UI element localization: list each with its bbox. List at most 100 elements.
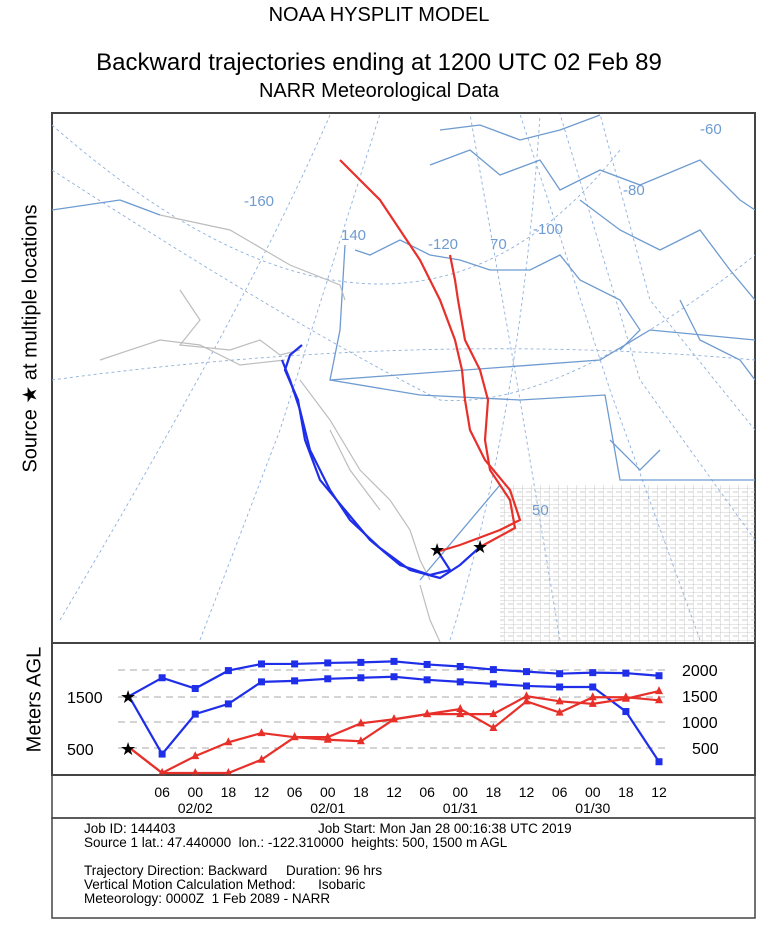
data-point [456, 663, 464, 671]
grid-label: -100 [533, 221, 563, 238]
data-point [589, 669, 597, 677]
data-point [489, 680, 497, 688]
map-trajectory-blue-b [280, 359, 481, 580]
data-point [588, 692, 597, 701]
date-label: 02/02 [178, 800, 213, 816]
chart-title: NOAA HYSPLIT MODEL [268, 4, 490, 26]
x-tick-label: 12 [519, 784, 535, 800]
grid-label: -80 [623, 182, 645, 199]
data-point [655, 672, 663, 680]
source-info: Source 1 lat.: 47.440000 lon.: -122.3100… [84, 835, 508, 850]
data-point [489, 666, 497, 674]
data-point [224, 768, 233, 776]
data-point [158, 750, 166, 758]
data-point [522, 696, 531, 705]
source-star-icon: ★ [120, 687, 136, 707]
meteorology: Meteorology: 0000Z 1 Feb 2089 - NARR [84, 891, 331, 906]
data-point [390, 673, 398, 681]
trajectory-direction: Trajectory Direction: Backward Duration:… [84, 863, 383, 878]
source-star-icon: ★ [472, 537, 488, 557]
x-tick-label: 18 [221, 784, 237, 800]
source-star-icon: ★ [429, 540, 445, 560]
data-point [224, 737, 233, 746]
job-start: Job Start: Mon Jan 28 00:16:38 UTC 2019 [318, 821, 572, 836]
data-point [191, 751, 200, 760]
job-id: Job ID: 144403 [84, 821, 176, 836]
data-point [555, 696, 564, 705]
data-point [357, 674, 365, 682]
alaska-bc-coast [99, 214, 441, 642]
data-point [191, 710, 199, 718]
data-point [556, 683, 564, 691]
data-point [291, 660, 299, 668]
data-point [324, 675, 332, 683]
grid-label: -60 [700, 121, 722, 138]
data-point [356, 736, 365, 745]
x-tick-label: 12 [386, 784, 402, 800]
data-point [191, 685, 199, 693]
x-tick-label: 06 [154, 784, 170, 800]
data-point [356, 718, 365, 727]
data-point [655, 695, 663, 704]
y-tick-label: 1500 [67, 690, 103, 707]
data-point [489, 722, 498, 731]
info-frame [51, 817, 756, 919]
x-tick-label: 12 [651, 784, 667, 800]
x-tick-label: 00 [585, 784, 601, 800]
data-point [655, 686, 663, 695]
x-tick-label: 18 [618, 784, 634, 800]
data-source-label: NARR Meteorological Data [258, 80, 500, 102]
data-point [158, 674, 166, 682]
data-point [621, 693, 630, 702]
x-tick-label: 06 [419, 784, 435, 800]
data-point [622, 708, 630, 716]
data-point [523, 682, 530, 690]
coastlines [52, 114, 755, 581]
data-point [191, 768, 200, 776]
data-point [323, 732, 332, 741]
data-point [390, 657, 398, 665]
data-point [622, 669, 630, 677]
data-point [456, 678, 464, 686]
profile-series [128, 657, 663, 776]
data-point [324, 659, 332, 667]
data-point [257, 754, 266, 763]
x-tick-label: 12 [254, 784, 270, 800]
date-label: 01/31 [443, 800, 478, 816]
data-point [556, 670, 564, 678]
data-point [523, 668, 530, 676]
data-point [390, 714, 398, 723]
data-point [224, 667, 232, 675]
us-county-boundaries [500, 485, 755, 642]
y-axis-label: Meters AGL [23, 646, 46, 753]
data-point [224, 700, 232, 708]
source-star-icon: ★ [120, 739, 136, 759]
grid-label: -160 [244, 193, 274, 210]
grid-label: 140 [341, 227, 366, 244]
data-point [588, 698, 597, 707]
x-tick-label: 18 [353, 784, 369, 800]
y-tick-label: 2000 [682, 663, 718, 680]
data-point [258, 678, 265, 686]
map: -60 -80 -100 -160 140 -120 70 50 ★ ★ [52, 114, 755, 642]
data-point [291, 677, 299, 685]
grid-label: 70 [490, 236, 507, 253]
x-tick-label: 06 [552, 784, 568, 800]
date-label: 01/30 [575, 800, 610, 816]
data-point [158, 768, 167, 776]
data-point [655, 758, 663, 766]
x-tick-label: 00 [452, 784, 468, 800]
data-point [423, 660, 431, 668]
time-axis: 06 00 18 12 06 00 18 12 06 00 18 12 06 00 18 12 02/02 02/… [154, 784, 667, 816]
data-point [423, 709, 432, 718]
map-grid-labels: -60 -80 -100 -160 140 -120 70 50 [244, 121, 722, 519]
grid-label: -120 [428, 236, 458, 253]
profile-gridlines [118, 669, 668, 749]
data-point [456, 704, 465, 712]
y-tick-label: 1500 [682, 689, 718, 706]
series-line-red-b [128, 690, 660, 775]
map-trajectory-red-b [448, 254, 517, 548]
x-tick-label: 18 [486, 784, 502, 800]
y-tick-label: 500 [67, 742, 94, 759]
